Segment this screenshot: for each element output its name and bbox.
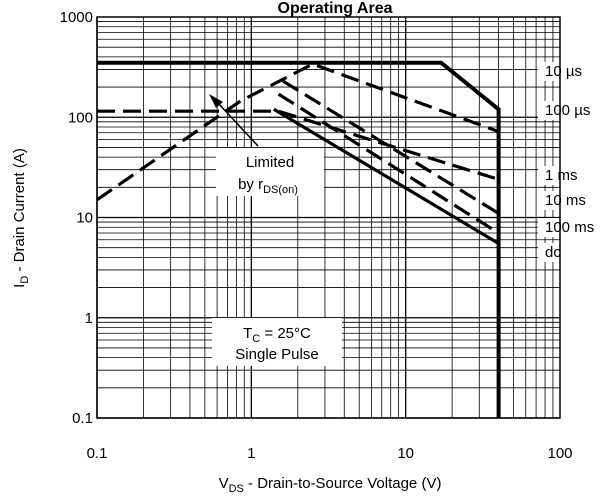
x-label-rest: - Drain-to-Source Voltage (V) <box>244 475 442 492</box>
x-label-sub: DS <box>229 483 244 495</box>
limited-arrow <box>217 102 259 147</box>
y-tick-label: 1000 <box>60 9 93 26</box>
limited-arrow-head <box>209 94 223 108</box>
y-label-rest: - Drain Current (A) <box>11 148 28 276</box>
annotation-layer: Limited by rDS(on) TC = 25°C Single Puls… <box>209 94 342 366</box>
tc-sub: C <box>252 333 260 345</box>
x-axis-label: VDS - Drain-to-Source Voltage (V) <box>219 475 442 495</box>
limited-by-r: by r <box>238 176 263 193</box>
series-layer <box>96 60 501 418</box>
y-tick-label: 1 <box>85 310 93 327</box>
series-label: 10 µs <box>545 63 582 80</box>
series-label: 10 ms <box>545 192 586 209</box>
series-label-bg <box>538 101 608 120</box>
x-tick-label: 1 <box>247 445 255 462</box>
limited-label-line2: by rDS(on) <box>238 176 298 196</box>
y-label-sub: D <box>19 276 31 284</box>
limited-label-line1: Limited <box>246 154 294 171</box>
limited-label-box <box>216 148 324 196</box>
series-label-bg <box>538 191 608 210</box>
x-label-v: V <box>219 475 229 492</box>
x-tick-label: 0.1 <box>87 445 108 462</box>
series-label-bg <box>538 218 608 237</box>
conditions-box <box>212 318 342 366</box>
series-line-1-ms <box>281 79 501 418</box>
series-label-bg <box>538 166 608 185</box>
series-label: 1 ms <box>545 167 578 184</box>
y-tick-label: 0.1 <box>72 410 93 427</box>
x-tick-label: 100 <box>547 445 572 462</box>
conditions-line2: Single Pulse <box>235 346 318 363</box>
y-tick-label: 10 <box>76 210 93 227</box>
y-label-i: I <box>11 284 28 288</box>
chart-title: Operating Area <box>278 0 393 17</box>
series-label-bg <box>538 243 608 262</box>
series-label: 100 ms <box>545 219 594 236</box>
series-label: 100 µs <box>545 102 590 119</box>
conditions-line1: TC = 25°C <box>243 325 311 345</box>
axis-layer: 0.1 1 10 100 0.1 1 10 100 1000 <box>60 9 573 462</box>
tc-symbol: T <box>243 325 252 342</box>
series-line-10-ms <box>277 92 501 418</box>
y-tick-label: 100 <box>68 109 93 126</box>
y-axis-label: ID - Drain Current (A) <box>11 148 31 288</box>
series-labels: 10 µs 100 µs 1 ms 10 ms 100 ms dc <box>538 62 608 262</box>
limited-rds-sub: DS(on) <box>263 184 298 196</box>
x-tick-label: 10 <box>397 445 414 462</box>
plot-frame <box>96 16 561 419</box>
tc-value: = 25°C <box>260 325 311 342</box>
series-label: dc <box>545 244 561 261</box>
series-label-bg <box>538 62 608 81</box>
